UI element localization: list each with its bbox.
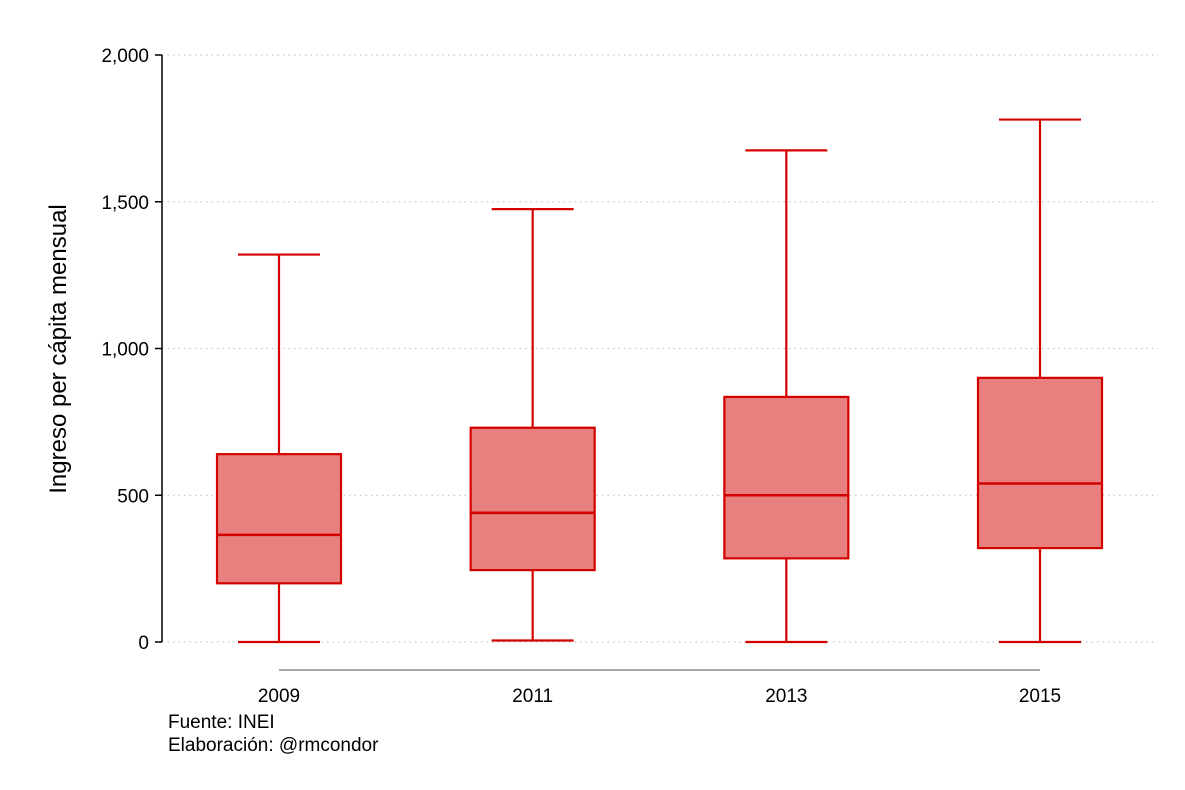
y-tick-label: 1,000 [101, 340, 149, 361]
x-axis: 2009 2011 2013 2015 [258, 669, 1061, 707]
iqr-box [976, 376, 1104, 550]
box-2009 [215, 253, 343, 644]
x-tick-label: 2009 [258, 686, 300, 707]
iqr-box [723, 395, 850, 560]
y-tick-label: 1,500 [101, 193, 149, 214]
y-tick-label: 500 [117, 486, 149, 507]
box-2011 [469, 207, 596, 642]
y-tick-label: 2,000 [101, 46, 149, 67]
boxes [215, 118, 1104, 644]
author-note: Elaboración: @rmcondor [168, 735, 379, 756]
y-tick-label: 0 [138, 633, 149, 654]
y-axis: 0 500 1,000 1,500 2,000 [101, 46, 163, 654]
box-2015 [976, 118, 1104, 644]
source-note: Fuente: INEI [168, 712, 275, 733]
iqr-box [469, 426, 596, 572]
x-tick-label: 2015 [1019, 686, 1061, 707]
x-tick-label: 2013 [765, 686, 807, 707]
box-2013 [723, 149, 850, 644]
x-tick-label: 2011 [512, 686, 553, 707]
y-axis-title: Ingreso per cápita mensual [45, 204, 72, 494]
iqr-box [215, 453, 343, 585]
